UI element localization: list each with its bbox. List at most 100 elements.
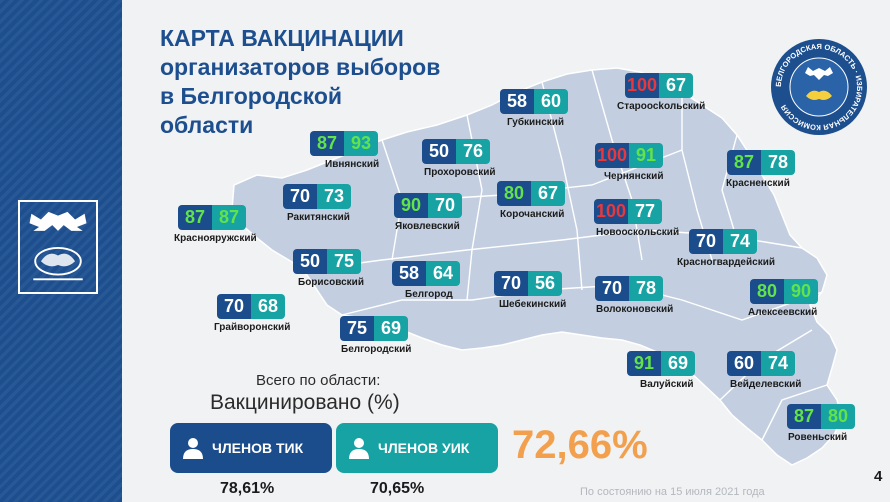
tik-value: 100 — [625, 73, 659, 98]
uik-value: 93 — [344, 131, 378, 156]
uik-value: 64 — [426, 261, 460, 286]
uik-value: 74 — [761, 351, 795, 376]
region-values-gubkin: 58 60 — [500, 89, 568, 114]
region-values-volokonovka: 70 78 — [595, 276, 663, 301]
uik-value: 67 — [659, 73, 693, 98]
tik-label: ЧЛЕНОВ ТИК — [212, 440, 304, 456]
region-name-belgorod: Белгород — [405, 289, 453, 300]
tik-value: 100 — [594, 199, 628, 224]
region-values-stary-oskol: 100 67 — [625, 73, 693, 98]
tik-value: 70 — [283, 184, 317, 209]
uik-value: 74 — [723, 229, 757, 254]
region-values-yakovlevo: 90 70 — [394, 193, 462, 218]
region-name-belgorodsky: Белгородский — [341, 344, 412, 355]
region-values-krasnaya-yaruga: 87 87 — [178, 205, 246, 230]
person-icon — [349, 438, 369, 459]
uik-label: ЧЛЕНОВ УИК — [378, 440, 470, 456]
tik-members-badge: ЧЛЕНОВ ТИК — [170, 423, 332, 473]
as-of-date-note: По состоянию на 15 июля 2021 года — [580, 486, 765, 498]
region-name-stary-oskol: Староосkольский — [617, 101, 706, 112]
tik-value: 58 — [500, 89, 534, 114]
region-name-alekseevka: Алексеевский — [748, 307, 818, 318]
belgorod-coat-of-arms-icon — [18, 200, 98, 294]
tik-value: 75 — [340, 316, 374, 341]
title-line-1: КАРТА ВАКЦИНАЦИИ — [160, 25, 404, 51]
title-line-2: организаторов выборов — [160, 54, 441, 80]
region-values-belgorodsky: 75 69 — [340, 316, 408, 341]
region-values-novy-oskol: 100 77 — [594, 199, 662, 224]
page-title: КАРТА ВАКЦИНАЦИИ организаторов выборов в… — [160, 24, 440, 140]
tik-value: 87 — [310, 131, 344, 156]
lion-icon — [806, 90, 832, 100]
tik-value: 70 — [689, 229, 723, 254]
uik-value: 78 — [761, 150, 795, 175]
overall-percentage: 72,66% — [512, 423, 648, 467]
uik-members-badge: ЧЛЕНОВ УИК — [336, 423, 498, 473]
uik-value: 76 — [456, 139, 490, 164]
region-values-korocha: 80 67 — [497, 181, 565, 206]
region-values-valuyki: 91 69 — [627, 351, 695, 376]
region-values-chernyanka: 100 91 — [595, 143, 663, 168]
tik-value: 50 — [422, 139, 456, 164]
uik-value: 68 — [251, 294, 285, 319]
region-name-chernyanka: Чернянский — [604, 171, 664, 182]
region-values-prokhorovka: 50 76 — [422, 139, 490, 164]
uik-value: 80 — [821, 404, 855, 429]
region-name-ivnya: Ивнянский — [325, 159, 380, 170]
uik-percentage: 70,65% — [370, 480, 425, 497]
tik-value: 87 — [727, 150, 761, 175]
tik-value: 58 — [392, 261, 426, 286]
uik-value: 91 — [629, 143, 663, 168]
uik-value: 73 — [317, 184, 351, 209]
region-values-rakitnoe: 70 73 — [283, 184, 351, 209]
region-name-grayvoron: Грайворонский — [214, 322, 291, 333]
region-values-borisovka: 50 75 — [293, 249, 361, 274]
region-name-shebekino: Шебекинский — [499, 299, 567, 310]
uik-value: 87 — [212, 205, 246, 230]
region-name-yakovlevo: Яковлевский — [395, 221, 460, 232]
region-name-gubkin: Губкинский — [507, 117, 565, 128]
tik-value: 70 — [217, 294, 251, 319]
region-values-krasnogvardeysky: 70 74 — [689, 229, 757, 254]
region-name-krasnoe: Красненский — [726, 178, 790, 189]
uik-value: 69 — [374, 316, 408, 341]
region-name-borisovka: Борисовский — [298, 277, 364, 288]
region-name-rakitnoe: Ракитянский — [287, 212, 350, 223]
tik-value: 80 — [497, 181, 531, 206]
tik-percentage: 78,61% — [220, 480, 275, 497]
uik-value: 75 — [327, 249, 361, 274]
slide: КАРТА ВАКЦИНАЦИИ организаторов выборов в… — [122, 0, 890, 502]
region-name-prokhorovka: Прохоровский — [424, 167, 496, 178]
tik-value: 80 — [750, 279, 784, 304]
person-icon — [183, 438, 203, 459]
uik-value: 69 — [661, 351, 695, 376]
region-values-ivnya: 87 93 — [310, 131, 378, 156]
region-values-grayvoron: 70 68 — [217, 294, 285, 319]
region-name-novy-oskol: Новооскольский — [596, 227, 680, 238]
election-commission-seal: БЕЛГОРОДСКАЯ ОБЛАСТЬ · ИЗБИРАТЕЛЬНАЯ КОМ… — [770, 38, 868, 136]
region-name-krasnaya-yaruga: Краснояружский — [174, 233, 257, 244]
uik-value: 78 — [629, 276, 663, 301]
region-name-rovenki: Ровеньский — [788, 432, 848, 443]
totals-heading: Всего по области: — [256, 372, 381, 389]
tik-value: 70 — [595, 276, 629, 301]
title-line-4: области — [160, 112, 254, 138]
region-values-alekseevka: 80 90 — [750, 279, 818, 304]
tik-value: 87 — [178, 205, 212, 230]
region-name-valuyki: Валуйский — [640, 379, 694, 390]
tik-value: 100 — [595, 143, 629, 168]
uik-value: 90 — [784, 279, 818, 304]
uik-value: 56 — [528, 271, 562, 296]
tik-value: 60 — [727, 351, 761, 376]
uik-value: 77 — [628, 199, 662, 224]
region-name-veydelevka: Вейделевский — [730, 379, 802, 390]
tik-value: 70 — [494, 271, 528, 296]
tik-value: 50 — [293, 249, 327, 274]
tik-value: 90 — [394, 193, 428, 218]
region-values-veydelevka: 60 74 — [727, 351, 795, 376]
totals-subheading: Вакцинировано (%) — [210, 391, 400, 414]
region-name-korocha: Корочанский — [500, 209, 565, 220]
tik-value: 87 — [787, 404, 821, 429]
uik-value: 60 — [534, 89, 568, 114]
page-number: 4 — [874, 468, 883, 485]
